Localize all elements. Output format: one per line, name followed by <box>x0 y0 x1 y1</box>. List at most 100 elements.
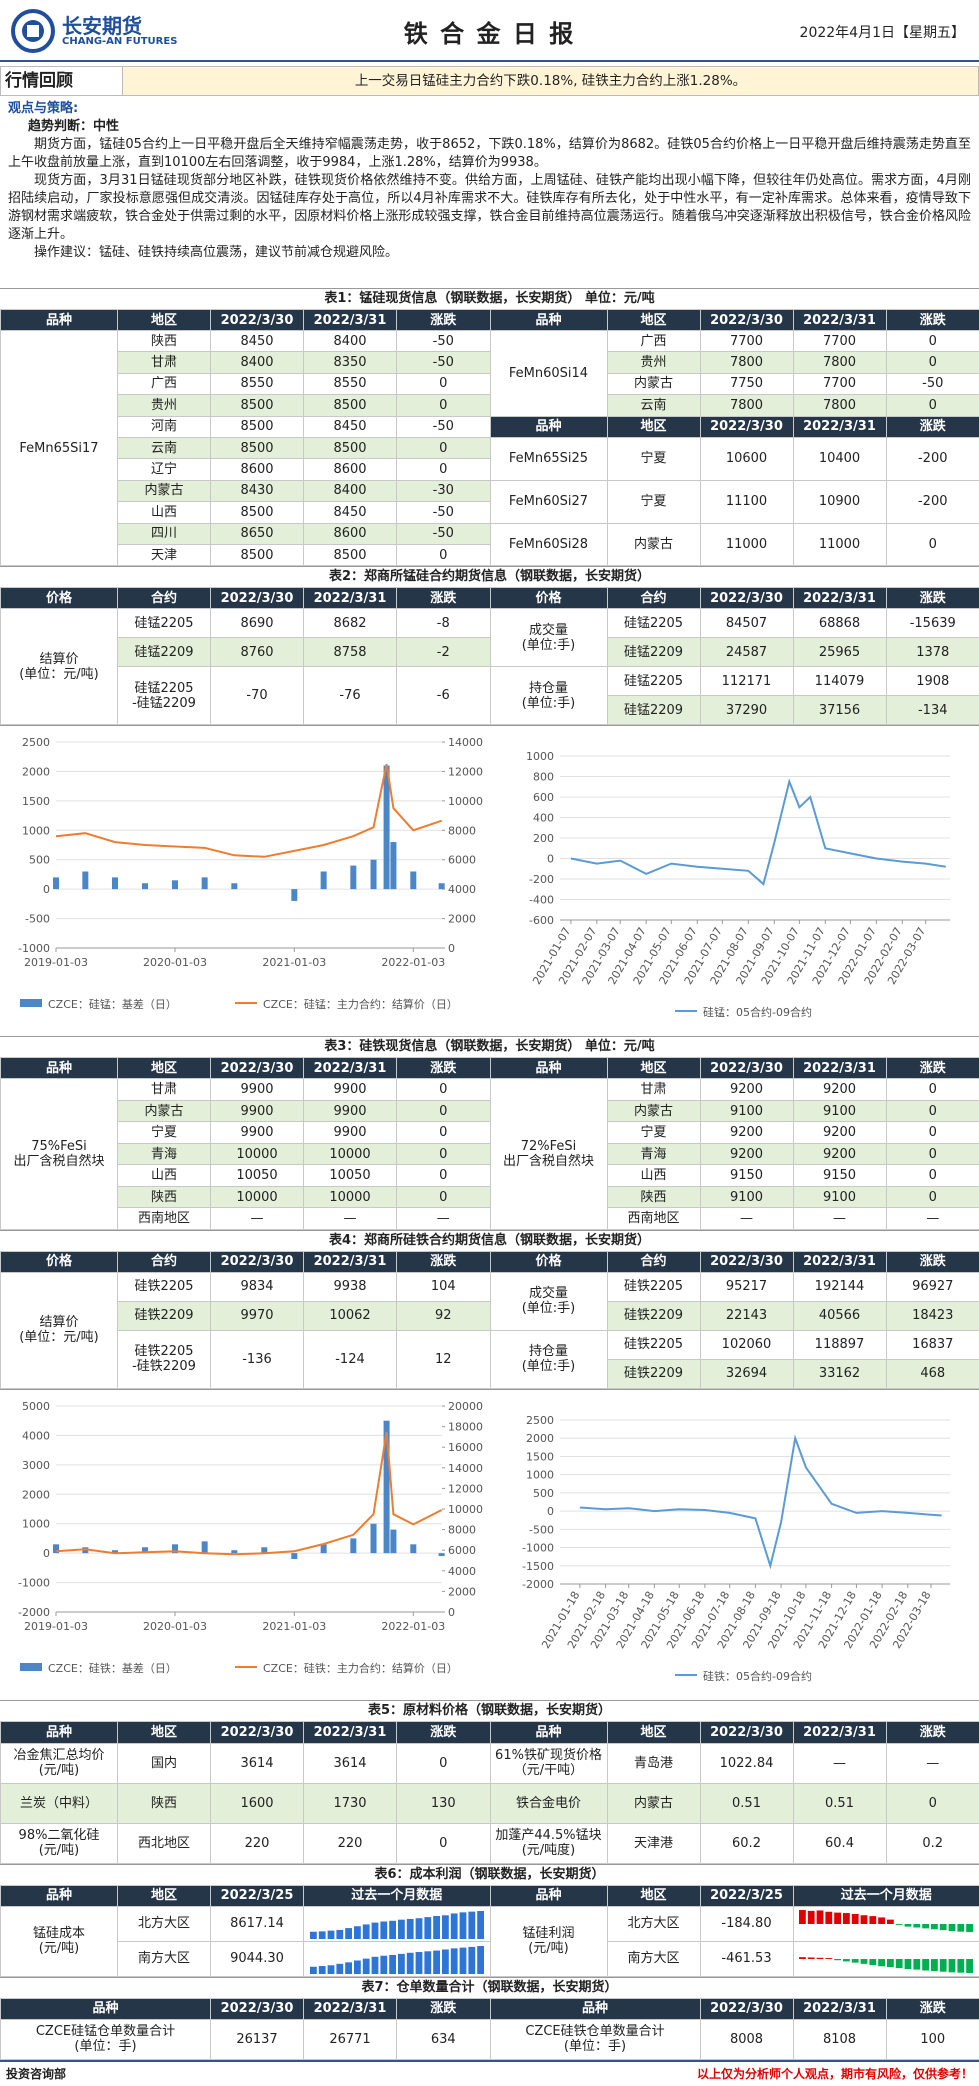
footer: 投资咨询部以上仅为分析师个人观点，期市有风险，仅供参考！ <box>0 2060 979 2086</box>
table-cell: 0 <box>397 1079 491 1101</box>
table-cell: 0 <box>886 352 979 373</box>
header-cell: 2022/3/25 <box>211 1885 304 1906</box>
bar <box>410 872 416 890</box>
table-cell <box>304 1941 491 1976</box>
spark-bar <box>808 1957 815 1959</box>
sparkline <box>796 1909 976 1939</box>
spark-bar <box>931 1959 938 1971</box>
header-cell: 品种 <box>490 1885 607 1906</box>
table-cell: 3614 <box>211 1743 304 1783</box>
header-cell: 2022/3/30 <box>211 1721 304 1743</box>
table-cell: 26137 <box>211 2019 304 2059</box>
table-cell: 南方大区 <box>118 1941 211 1976</box>
y-tick-label: 2000 <box>526 1432 554 1445</box>
table-cell: 9200 <box>700 1143 793 1165</box>
views: 观点与策略: 趋势判断：中性 期货方面，锰硅05合约上一日平稳开盘后全天维持窄幅… <box>0 96 979 288</box>
table-cell: 468 <box>886 1359 979 1388</box>
table-cell: 0 <box>397 437 491 458</box>
table-cell: 12 <box>397 1330 491 1388</box>
spark-bar <box>442 1915 449 1939</box>
header-cell: 2022/3/31 <box>304 1998 397 2019</box>
y-tick-label: 200 <box>533 832 554 845</box>
header-cell: 地区 <box>607 1058 700 1079</box>
x-tick-label: 2021-01-03 <box>262 956 326 969</box>
table-cell: 1600 <box>211 1783 304 1823</box>
spark-bar <box>319 1966 326 1974</box>
bar <box>231 884 237 890</box>
legend-swatch <box>20 999 42 1007</box>
header-cell: 2022/3/31 <box>793 1998 886 2019</box>
table-cell: 8690 <box>211 609 304 638</box>
paragraph: 现货方面，3月31日锰硅现货部分地区补跌，硅铁现货价格依然维持不变。供给方面，上… <box>8 172 971 244</box>
header-cell: 2022/3/31 <box>793 1721 886 1743</box>
table-cell: 甘肃 <box>607 1079 700 1101</box>
x-tick-label: 2020-01-03 <box>143 1620 207 1633</box>
table-cell: 7700 <box>793 331 886 352</box>
y-tick-label: 500 <box>533 1487 554 1500</box>
x-tick-label: 2021-01-03 <box>262 1620 326 1633</box>
header-cell: 品种 <box>490 1998 700 2019</box>
y-tick-label: 0 <box>547 853 554 866</box>
table-cell: 26771 <box>304 2019 397 2059</box>
spark-bar <box>477 1911 484 1939</box>
y2-tick-label: 14000 <box>448 736 483 749</box>
table-cell <box>793 1906 979 1941</box>
table-cell: 95217 <box>700 1272 793 1301</box>
table-cell: 山西 <box>118 502 211 523</box>
table-cell: 37290 <box>700 696 793 725</box>
table-cell: 0 <box>886 395 979 416</box>
table-cell: 9938 <box>304 1272 397 1301</box>
spark-bar <box>905 1959 912 1969</box>
table-cell: 8400 <box>211 352 304 373</box>
table-cell: 220 <box>211 1823 304 1863</box>
y2-tick-label: 4000 <box>448 883 476 896</box>
y-tick-label: 1000 <box>22 825 50 838</box>
views-heading: 观点与策略: <box>8 100 971 118</box>
table-cell: 0 <box>886 523 979 566</box>
table-cell: 持仓量 (单位:手) <box>490 667 607 725</box>
table-cell: 硅铁2205 <box>607 1330 700 1359</box>
table-cell: 内蒙古 <box>607 373 700 394</box>
table-cell: 西南地区 <box>118 1208 211 1230</box>
table-cell: 60.4 <box>793 1823 886 1863</box>
table-cell: 成交量 (单位:手) <box>490 609 607 667</box>
header-cell: 过去一个月数据 <box>793 1885 979 1906</box>
table-cell: 0 <box>397 1186 491 1208</box>
y-tick-label: 1000 <box>526 1468 554 1481</box>
table-cell: 9834 <box>211 1272 304 1301</box>
table-cell: 硅铁2209 <box>118 1301 211 1330</box>
y-tick-label: -1000 <box>522 1541 554 1554</box>
table-cell: 7700 <box>700 331 793 352</box>
header-cell: 合约 <box>607 588 700 609</box>
spark-bar <box>817 1910 824 1924</box>
header-cell: 地区 <box>607 416 700 437</box>
spark-bar <box>843 1913 850 1924</box>
y2-tick-label: 0 <box>448 942 455 955</box>
header-cell: 2022/3/31 <box>793 310 886 331</box>
x-tick-label: 2019-01-03 <box>24 1620 88 1633</box>
table-cell: 32694 <box>700 1359 793 1388</box>
spark-bar <box>468 1911 475 1938</box>
table-cell: 宁夏 <box>118 1122 211 1144</box>
table-cell: — <box>886 1208 979 1230</box>
header-cell: 2022/3/30 <box>211 588 304 609</box>
spark-bar <box>433 1950 440 1973</box>
spark-bar <box>371 1957 378 1974</box>
table-cell: 成交量 (单位:手) <box>490 1272 607 1330</box>
table-cell: 8450 <box>304 416 397 437</box>
table-cell: 8400 <box>304 480 397 501</box>
table-cell: FeMn65Si17 <box>1 331 118 566</box>
caption: 表7：仓单数量合计（钢联数据，长安期货） <box>0 1977 979 1998</box>
header-cell: 2022/3/30 <box>211 1058 304 1079</box>
judgement-label: 趋势判断： <box>28 119 93 134</box>
table-cell: 9150 <box>793 1165 886 1187</box>
